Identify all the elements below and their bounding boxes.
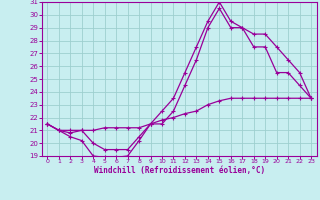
X-axis label: Windchill (Refroidissement éolien,°C): Windchill (Refroidissement éolien,°C) <box>94 166 265 175</box>
